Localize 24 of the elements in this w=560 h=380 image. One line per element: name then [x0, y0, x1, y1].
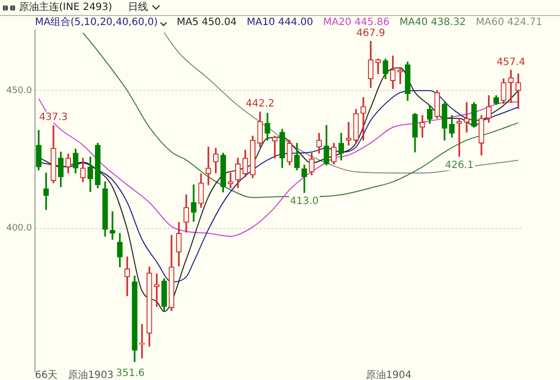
candlestick [110, 211, 116, 240]
annotation: 467.9 [356, 28, 386, 39]
line-series [38, 98, 519, 237]
text: MA60 424.71 [476, 17, 542, 29]
annotation: 原油1903 [68, 368, 114, 380]
chart-subtitle: 日线 [128, 0, 148, 14]
text: MA10 444.00 [246, 17, 314, 29]
y-tick-label: 400.0 [6, 224, 32, 234]
annotation: 437.3 [39, 112, 68, 124]
annotation: 457.4 [496, 56, 526, 68]
legend-title: MA组合(5,10,20,40,60,0) [35, 17, 158, 29]
annotation: 413.0 [290, 196, 319, 208]
chart-title: 原油主连(INE 2493) [19, 0, 112, 14]
annotation: 66天 [35, 369, 58, 380]
text: MA40 438.32 [400, 17, 466, 29]
candlestick [43, 172, 49, 210]
candlestick [508, 70, 514, 103]
text: MA20 445.86 [323, 17, 390, 28]
annotation: 426.1 [444, 160, 474, 172]
text: MA5 450.04 [176, 17, 237, 29]
annotation: 351.6 [116, 368, 145, 379]
annotation: 原油1904 [366, 368, 412, 380]
y-tick-label: 450.0 [6, 86, 32, 96]
annotation: 442.2 [246, 98, 274, 110]
